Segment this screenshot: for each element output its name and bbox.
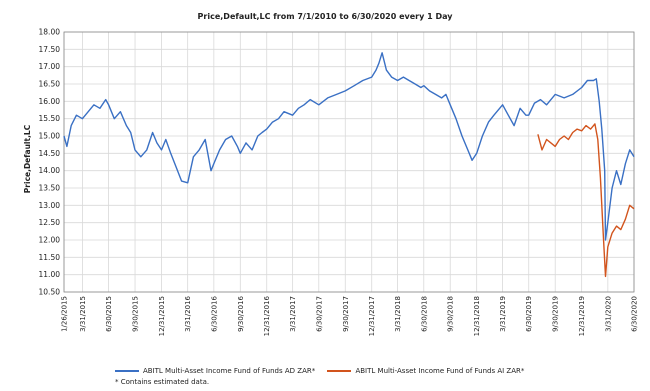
x-tick-label: 3/31/2018 [394, 296, 402, 332]
y-tick-label: 17.00 [39, 62, 61, 71]
y-tick-label: 17.50 [39, 45, 61, 54]
x-tick-label: 12/31/2017 [368, 296, 376, 336]
x-tick-label: 1/26/2015 [61, 296, 69, 332]
axes: 10.50 11.00 11.50 12.00 12.50 13.00 13.50 14.00… [39, 28, 639, 337]
x-tick-label: 3/31/2017 [289, 296, 297, 332]
x-tick-label: 9/30/2018 [447, 296, 455, 332]
y-tick-label: 15.50 [39, 114, 61, 123]
y-tick-label: 11.00 [39, 270, 61, 279]
series-line-ad [63, 52, 635, 241]
x-tick-label: 6/30/2019 [525, 296, 533, 332]
x-tick-label: 12/31/2016 [263, 295, 271, 336]
x-tick-label: 6/30/2016 [210, 295, 218, 331]
y-tick-label: 18.00 [39, 28, 61, 37]
y-tick-label: 16.00 [39, 97, 61, 106]
legend-item-ad: ABITL Multi-Asset Income Fund of Funds A… [115, 367, 315, 375]
legend-item-ai: ABITL Multi-Asset Income Fund of Funds A… [327, 367, 524, 375]
x-tick-label: 3/31/2016 [184, 295, 192, 331]
x-tick-label: 3/31/2019 [499, 296, 507, 332]
x-tick-label: 6/30/2020 [631, 296, 639, 332]
series-line-ai [537, 123, 635, 278]
x-tick-label: 6/30/2015 [105, 296, 113, 332]
y-tick-label: 13.50 [39, 184, 61, 193]
legend: ABITL Multi-Asset Income Fund of Funds A… [115, 366, 534, 375]
gridlines [63, 31, 635, 293]
y-tick-label: 15.00 [39, 132, 61, 141]
plot-frame [63, 31, 635, 293]
x-tick-label: 12/31/2018 [473, 296, 481, 336]
y-tick-label: 11.50 [39, 253, 61, 262]
x-tick-label: 9/30/2016 [237, 295, 245, 331]
series-lines [63, 52, 635, 278]
y-tick-label: 14.00 [39, 166, 61, 175]
x-tick-label: 9/30/2017 [342, 296, 350, 332]
x-tick-label: 12/31/2015 [158, 296, 166, 336]
legend-label-ad: ABITL Multi-Asset Income Fund of Funds A… [143, 367, 316, 375]
estimated-data-footnote: * Contains estimated data. [115, 378, 210, 386]
y-tick-label: 13.00 [39, 201, 61, 210]
y-tick-label: 12.50 [39, 218, 61, 227]
x-tick-label: 6/30/2017 [315, 296, 323, 332]
y-tick-label: 14.50 [39, 149, 61, 158]
x-tick-label: 12/31/2019 [578, 296, 586, 336]
x-tick-label: 3/31/2020 [604, 296, 612, 332]
x-tick-label: 3/31/2015 [79, 296, 87, 332]
y-tick-label: 10.50 [39, 288, 61, 297]
y-axis-label: Price,Default,LC [23, 124, 32, 193]
y-tick-label: 16.50 [39, 80, 61, 89]
x-tick-label: 6/30/2018 [420, 296, 428, 332]
chart-title: Price,Default,LC from 7/1/2010 to 6/30/2… [198, 12, 454, 21]
legend-swatch-ai [327, 370, 352, 372]
legend-swatch-ad [115, 370, 139, 372]
legend-label-ai: ABITL Multi-Asset Income Fund of Funds A… [355, 367, 525, 375]
y-tick-label: 12.00 [39, 236, 61, 245]
x-tick-label: 9/30/2015 [132, 296, 140, 332]
x-tick-label: 9/30/2019 [552, 296, 560, 332]
